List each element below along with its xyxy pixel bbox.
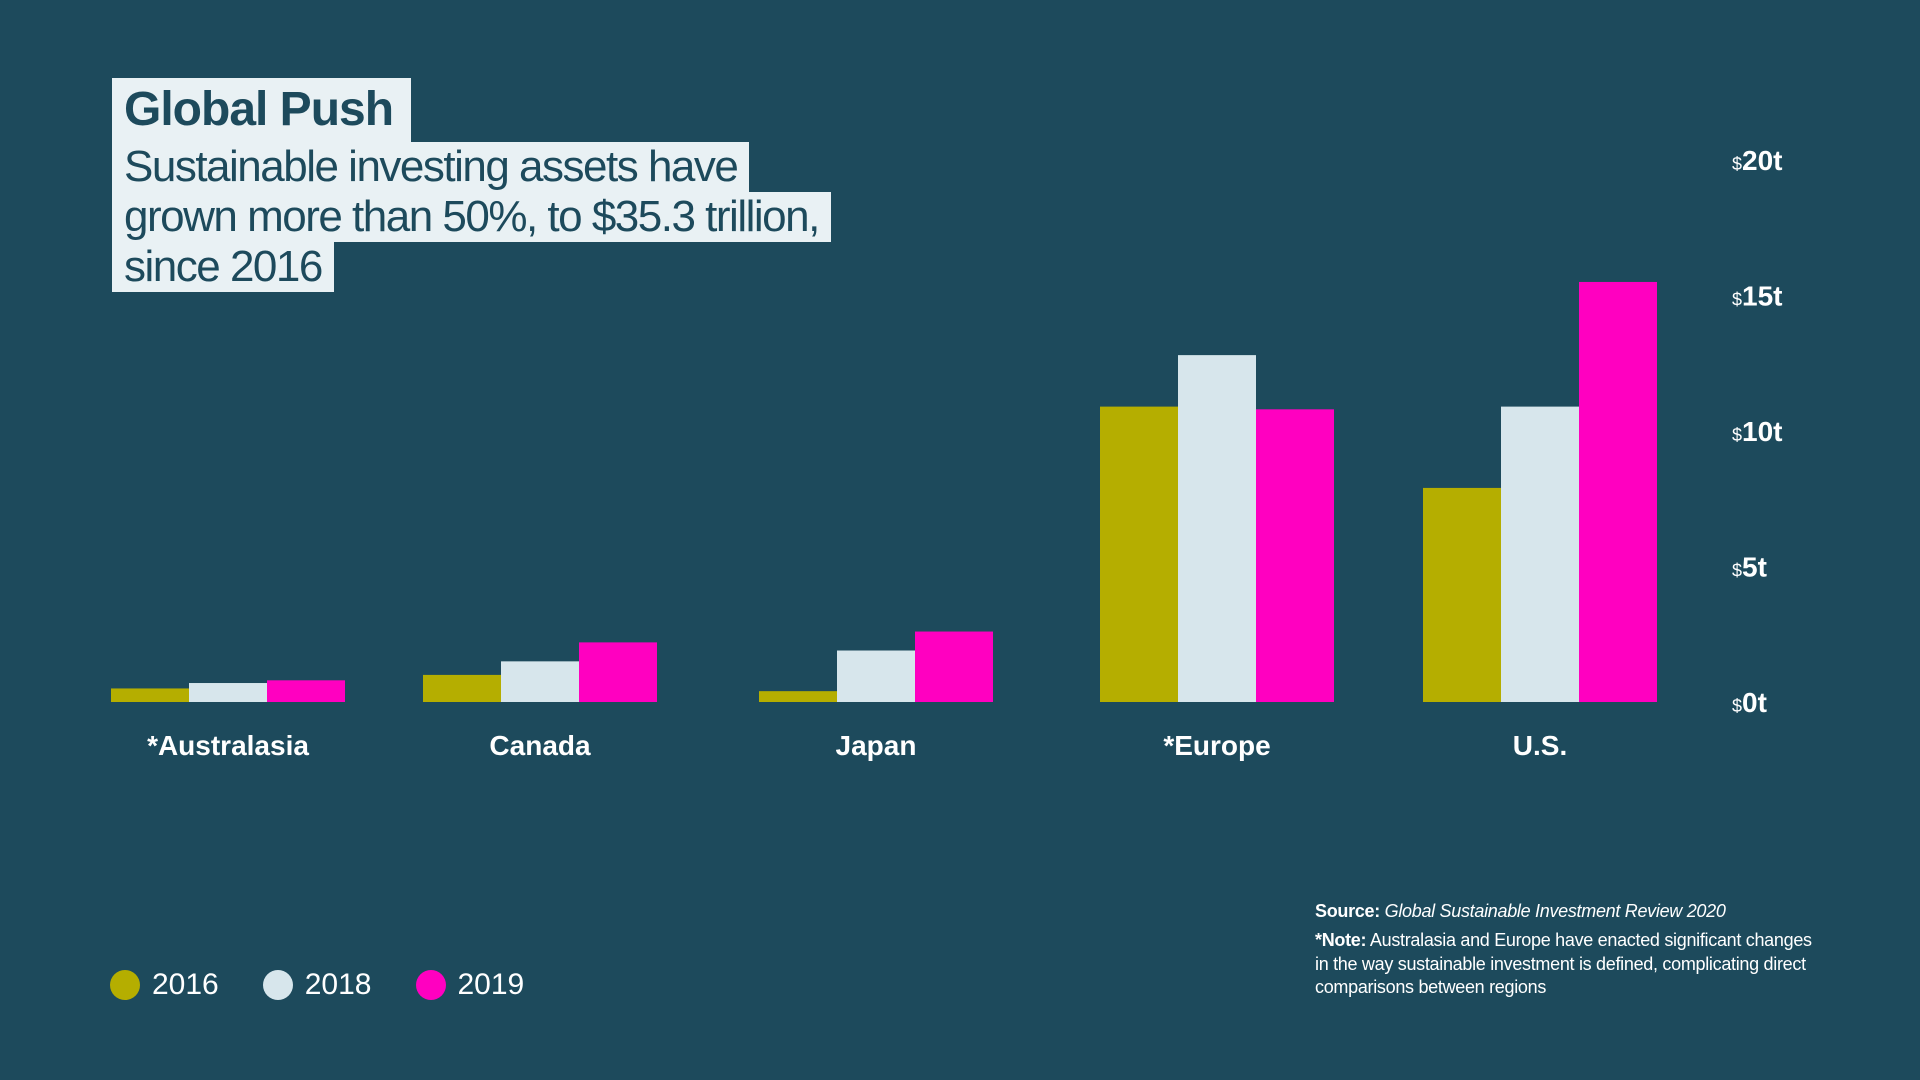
bar-u-s-2018 (1501, 406, 1579, 702)
headline: Global Push Sustainable investing assets… (112, 78, 831, 293)
legend-label-2016: 2016 (152, 968, 219, 1001)
bar-europe-2016 (1100, 406, 1178, 702)
legend-item-2018: 2018 (262, 968, 372, 1002)
y-tick-label-15t: $15t (1732, 281, 1782, 312)
legend-item-2016: 2016 (110, 968, 219, 1002)
y-tick-label-10t: $10t (1732, 416, 1782, 447)
source-label: Source: (1315, 901, 1380, 921)
bar-australasia-2016 (111, 688, 189, 702)
note-label: *Note: (1315, 930, 1367, 951)
legend-item-2019: 2019 (415, 968, 525, 1002)
chart-title: Global Push (112, 78, 412, 142)
source-line: Source: Global Sustainable Investment Re… (1315, 900, 1815, 923)
bar-u-s-2019 (1579, 281, 1657, 702)
bar-canada-2016 (423, 674, 501, 702)
bar-canada-2019 (579, 642, 657, 702)
y-tick-label-0t: $0t (1732, 687, 1767, 718)
bar-australasia-2018 (189, 683, 267, 702)
x-tick-label-u-s: U.S. (1513, 730, 1567, 761)
bars-group (111, 281, 1657, 702)
bar-u-s-2016 (1423, 487, 1501, 702)
legend-swatch-2019 (415, 970, 446, 1000)
x-tick-label-australasia: *Australasia (147, 730, 309, 761)
legend: 2016 2018 2019 (110, 968, 524, 1002)
y-tick-label-20t: $20t (1732, 145, 1782, 176)
bar-japan-2018 (837, 650, 915, 702)
legend-swatch-2018 (262, 970, 293, 1000)
x-tick-label-canada: Canada (489, 730, 591, 761)
legend-label-2019: 2019 (457, 968, 525, 1001)
source-text: Global Sustainable Investment Review 202… (1384, 901, 1726, 921)
x-axis-labels: *Australasia Canada Japan *Europe U.S. (147, 730, 1567, 761)
footnotes: Source: Global Sustainable Investment Re… (1315, 900, 1815, 1000)
bar-japan-2016 (759, 691, 837, 702)
legend-label-2018: 2018 (304, 968, 372, 1001)
bar-japan-2019 (915, 631, 993, 702)
bar-europe-2019 (1256, 409, 1334, 702)
bar-europe-2018 (1178, 355, 1256, 702)
y-tick-label-5t: $5t (1732, 552, 1767, 583)
chart-subtitle-line-3: since 2016 (112, 242, 334, 293)
bar-australasia-2019 (267, 680, 345, 702)
chart-subtitle-line-2: grown more than 50%, to $35.3 trillion, (112, 192, 831, 243)
note-text: Australasia and Europe have enacted sign… (1315, 930, 1812, 998)
x-tick-label-japan: Japan (836, 730, 917, 761)
x-tick-label-europe: *Europe (1163, 730, 1270, 761)
y-axis-labels: $0t $5t $10t $15t $20t (1732, 145, 1782, 718)
note-line: *Note: Australasia and Europe have enact… (1315, 929, 1815, 999)
bar-canada-2018 (501, 661, 579, 702)
legend-swatch-2016 (110, 970, 140, 1000)
chart-subtitle-line-1: Sustainable investing assets have (112, 142, 750, 193)
